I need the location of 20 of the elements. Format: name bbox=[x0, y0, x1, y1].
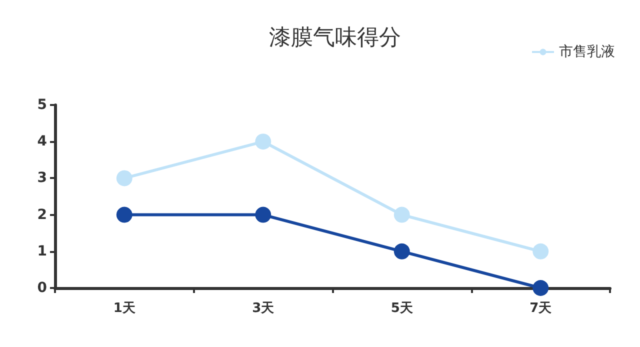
legend-label: 市售乳液 bbox=[559, 44, 615, 60]
y-tick-label: 4 bbox=[37, 134, 48, 150]
chart-title: 漆膜气味得分 bbox=[269, 26, 401, 50]
x-tick-label: 3天 bbox=[252, 301, 276, 316]
y-tick-label: 3 bbox=[37, 170, 47, 186]
point bbox=[394, 206, 410, 223]
y-tick-label: 2 bbox=[37, 206, 47, 223]
x-tick-label: 5天 bbox=[390, 301, 414, 316]
x-tick-label: 1天 bbox=[113, 301, 136, 316]
point bbox=[532, 280, 549, 296]
y-tick-label: 5 bbox=[37, 97, 47, 113]
point bbox=[116, 206, 132, 223]
point bbox=[255, 134, 272, 150]
point bbox=[255, 206, 272, 223]
point bbox=[394, 243, 410, 260]
y-tick-label: 0 bbox=[37, 280, 48, 296]
y-tick-label: 1 bbox=[37, 243, 47, 260]
point bbox=[532, 243, 549, 260]
point bbox=[116, 170, 132, 186]
x-tick-label: 7天 bbox=[530, 301, 553, 316]
